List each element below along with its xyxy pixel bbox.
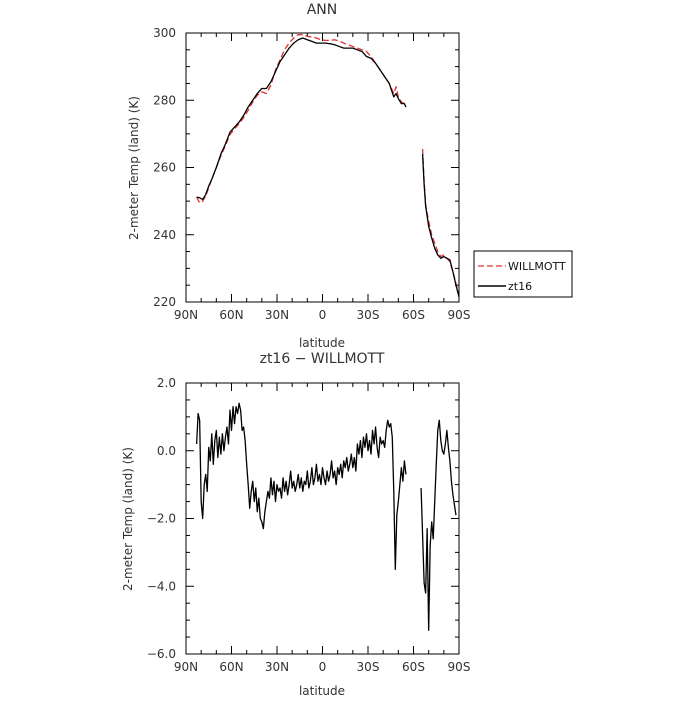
y-axis-title: 2-meter Temp (land) (K) [121,447,135,591]
x-tick-label: 60N [219,308,243,322]
legend-box [473,250,573,298]
x-tick-label: 30S [357,308,380,322]
y-tick-label: 0.0 [157,444,176,458]
plot-frame [185,32,460,303]
y-tick-label: 260 [153,161,176,175]
chart-title: ANN [307,2,338,18]
series-line [196,34,407,204]
x-axis-title: latitude [299,336,345,350]
series-group [195,402,457,631]
y-tick-label: 240 [153,228,176,242]
y-tick-label: 300 [153,26,176,40]
plot-frame [185,382,460,655]
series-line [195,402,407,570]
series-group [196,34,460,298]
x-tick-label: 90N [174,660,198,674]
x-tick-label: 0 [319,308,327,322]
x-axis-title: latitude [299,684,345,698]
y-tick-label: 220 [153,295,176,309]
axis-ticks: 90N 60N 30N 0 30S 60S 90S 220 240 260 280 300 [153,26,470,322]
y-axis-title: 2-meter Temp (land) (K) [127,96,141,240]
chart-title: zt16 − WILLMOTT [260,351,385,367]
x-tick-label: 60N [219,660,243,674]
x-tick-label: 30S [357,660,380,674]
x-tick-label: 60S [402,308,425,322]
legend-label-zt16: zt16 [508,280,532,293]
series-line [421,154,460,298]
y-tick-label: 2.0 [157,376,176,390]
x-tick-label: 30N [265,308,289,322]
series-line [196,37,407,201]
x-tick-label: 90S [448,308,471,322]
x-tick-label: 0 [319,660,327,674]
legend-label-willmott: WILLMOTT [508,260,566,273]
y-tick-label: 280 [153,93,176,107]
panel-annual-temperature: ANN latitude 2-meter Temp (land) (K) 90N… [127,2,470,350]
axis-ticks: 90N 60N 30N 0 30S 60S 90S −6.0 −4.0 −2.0 0.0 2.0 [147,376,471,674]
x-tick-label: 90S [448,660,471,674]
y-tick-label: −6.0 [147,647,176,661]
x-tick-label: 90N [174,308,198,322]
x-tick-label: 60S [402,660,425,674]
series-line [420,419,457,631]
y-tick-label: −2.0 [147,512,176,526]
x-tick-label: 30N [265,660,289,674]
panel-difference: zt16 − WILLMOTT latitude 2-meter Temp (l… [121,351,470,698]
legend: WILLMOTT zt16 [473,250,573,298]
y-tick-label: −4.0 [147,579,176,593]
